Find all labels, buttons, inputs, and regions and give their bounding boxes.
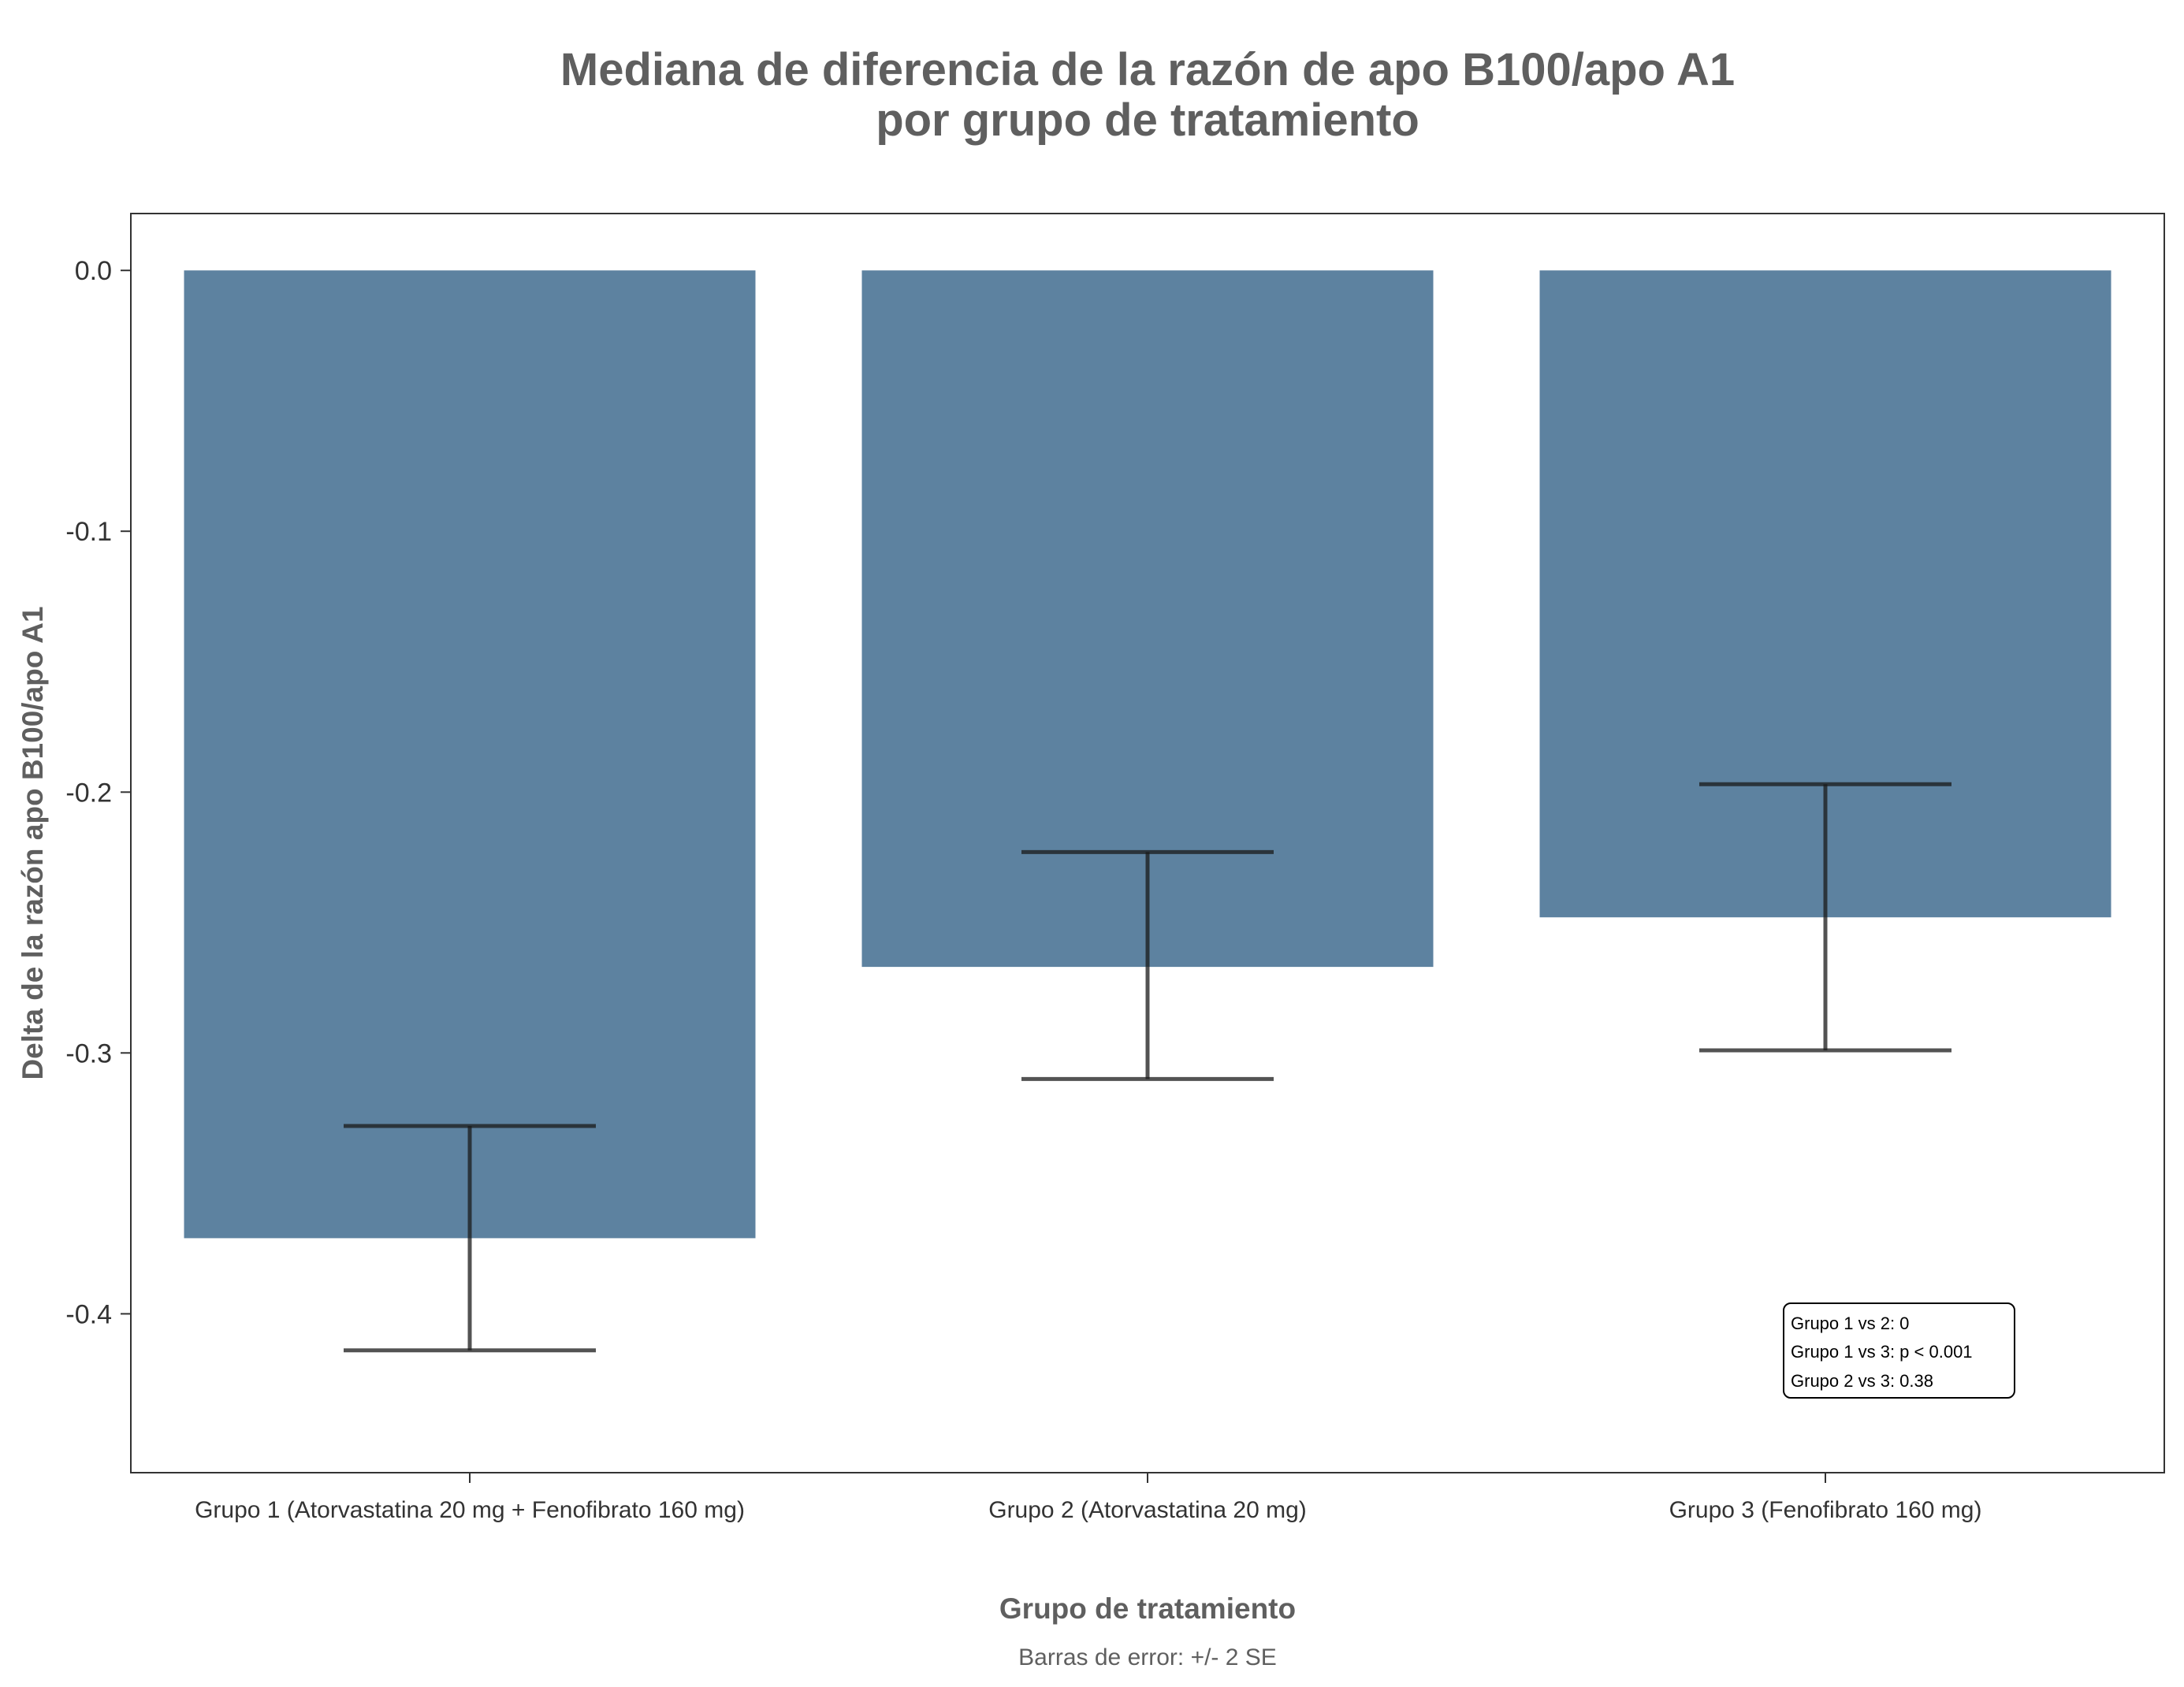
x-tick-label: Grupo 2 (Atorvastatina 20 mg) bbox=[988, 1497, 1307, 1523]
x-tick-label: Grupo 3 (Fenofibrato 160 mg) bbox=[1669, 1497, 1982, 1523]
y-tick-label: -0.2 bbox=[65, 778, 112, 808]
annotation-box bbox=[1783, 1302, 2015, 1399]
y-axis: 0.0 -0.1 -0.2 -0.3 -0.4 bbox=[65, 256, 131, 1329]
y-tick-label: -0.1 bbox=[65, 517, 112, 547]
error-bar-grupo-3 bbox=[1699, 782, 1951, 1053]
error-bar-grupo-1 bbox=[344, 1124, 596, 1353]
chart-title-line1: Mediana de diferencia de la razón de apo… bbox=[560, 44, 1735, 95]
y-tick-label: -0.3 bbox=[65, 1039, 112, 1068]
error-bars-layer bbox=[344, 782, 1951, 1353]
error-bar-grupo-2 bbox=[1021, 849, 1274, 1081]
y-axis-title: Delta de la razón apo B100/apo A1 bbox=[17, 606, 49, 1079]
annotation-line-1: Grupo 1 vs 2: 0 bbox=[1791, 1314, 1909, 1333]
bar-grupo-1 bbox=[184, 270, 756, 1239]
comparison-annotation: Grupo 1 vs 2: 0 Grupo 1 vs 3: p < 0.001 … bbox=[1783, 1302, 2015, 1399]
x-tick-label: Grupo 1 (Atorvastatina 20 mg + Fenofibra… bbox=[195, 1497, 745, 1523]
chart-title-line2: por grupo de tratamiento bbox=[876, 95, 1419, 146]
x-axis-title: Grupo de tratamiento bbox=[999, 1592, 1296, 1625]
annotation-line-2: Grupo 1 vs 3: p < 0.001 bbox=[1791, 1342, 1973, 1362]
y-tick-label: -0.4 bbox=[65, 1299, 112, 1329]
x-axis: Grupo 1 (Atorvastatina 20 mg + Fenofibra… bbox=[195, 1473, 1981, 1523]
annotation-line-3: Grupo 2 vs 3: 0.38 bbox=[1791, 1371, 1933, 1391]
x-axis-caption: Barras de error: +/- 2 SE bbox=[1018, 1644, 1277, 1670]
bars-layer bbox=[184, 270, 2111, 1239]
y-tick-label: 0.0 bbox=[75, 256, 112, 286]
